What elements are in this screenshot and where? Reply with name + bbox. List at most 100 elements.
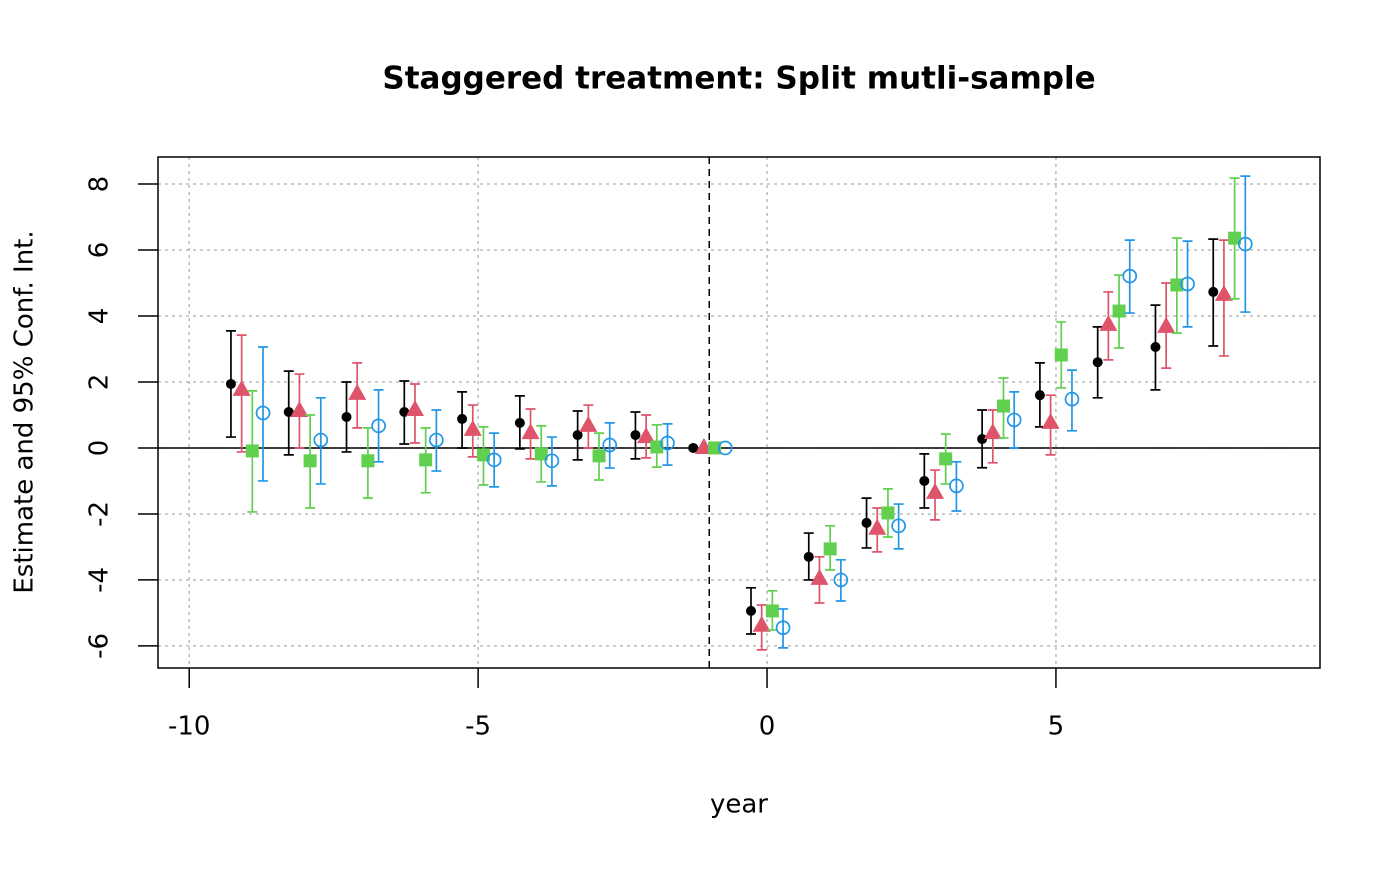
point xyxy=(232,379,251,396)
point xyxy=(765,604,779,618)
plot-frame xyxy=(157,156,1321,669)
point xyxy=(708,441,722,455)
point xyxy=(977,434,988,445)
point xyxy=(775,620,791,636)
point xyxy=(1006,412,1022,428)
point xyxy=(255,405,271,421)
point xyxy=(1034,390,1045,401)
point xyxy=(341,411,352,422)
x-tick-label: 5 xyxy=(1048,712,1065,742)
point xyxy=(1041,412,1060,429)
point xyxy=(521,423,540,440)
point xyxy=(660,435,675,451)
point xyxy=(630,430,641,441)
y-tick-label: -2 xyxy=(85,501,115,527)
point xyxy=(592,449,606,463)
point xyxy=(919,475,930,486)
point xyxy=(419,453,433,467)
error-bar xyxy=(546,436,557,487)
y-tick-label: 4 xyxy=(85,308,115,325)
point xyxy=(1122,268,1138,284)
error-bar xyxy=(604,422,615,469)
point xyxy=(1064,391,1080,407)
point xyxy=(486,452,502,468)
error-bar xyxy=(662,423,673,466)
point xyxy=(717,440,733,456)
point xyxy=(810,568,829,585)
y-tick-label: 8 xyxy=(85,176,115,193)
chart-title: Staggered treatment: Split mutli-sample xyxy=(382,61,1095,97)
point xyxy=(1170,278,1184,292)
point xyxy=(983,423,1002,440)
y-tick-label: -4 xyxy=(85,567,115,593)
point xyxy=(405,400,424,417)
point xyxy=(861,517,872,528)
point xyxy=(752,615,771,632)
y-axis-label: Estimate and 95% Conf. Int. xyxy=(10,230,40,593)
point xyxy=(650,440,664,454)
point xyxy=(1054,348,1068,362)
point xyxy=(579,415,598,432)
point xyxy=(833,572,849,588)
error-bar xyxy=(258,346,269,482)
error-bar xyxy=(835,558,846,602)
point xyxy=(1092,357,1103,368)
x-tick-label: -10 xyxy=(168,712,210,742)
point xyxy=(688,442,699,453)
point xyxy=(313,432,329,448)
point xyxy=(1099,314,1118,331)
point xyxy=(534,447,548,461)
point xyxy=(1237,236,1253,252)
error-bar xyxy=(1182,240,1193,328)
point xyxy=(399,407,410,418)
y-tick-label: 0 xyxy=(85,440,115,457)
point xyxy=(1208,286,1219,297)
error-bar xyxy=(1124,239,1135,314)
point xyxy=(290,401,309,418)
point xyxy=(429,432,444,448)
x-tick-label: 0 xyxy=(759,712,776,742)
point xyxy=(572,430,583,441)
point xyxy=(371,418,386,434)
error-bar xyxy=(373,389,384,463)
error-bar xyxy=(778,608,789,649)
point xyxy=(926,482,945,499)
point xyxy=(1112,304,1126,318)
x-tick-label: -5 xyxy=(465,712,491,742)
point xyxy=(225,378,236,389)
error-bar xyxy=(489,432,500,488)
point xyxy=(1180,276,1195,292)
error-bar xyxy=(893,503,904,550)
error-bar xyxy=(315,396,326,485)
point xyxy=(544,453,560,469)
y-tick-label: -6 xyxy=(85,633,115,659)
point xyxy=(1157,316,1176,333)
error-bar xyxy=(1009,391,1020,449)
point xyxy=(803,551,814,562)
error-bar xyxy=(1066,369,1077,432)
error-bar xyxy=(431,409,442,472)
point xyxy=(348,383,367,400)
error-bar xyxy=(1240,175,1251,313)
point xyxy=(881,506,895,520)
point xyxy=(1214,284,1233,301)
x-axis-label: year xyxy=(710,790,768,820)
point xyxy=(476,448,490,462)
point xyxy=(283,407,294,418)
point xyxy=(602,437,618,453)
point xyxy=(891,518,906,534)
error-bar xyxy=(951,460,962,512)
point xyxy=(457,413,468,424)
point xyxy=(514,417,525,428)
point xyxy=(868,518,887,535)
point xyxy=(823,542,837,556)
point xyxy=(1150,342,1161,353)
point xyxy=(637,427,656,444)
point xyxy=(949,478,964,494)
point xyxy=(303,454,317,468)
point xyxy=(245,444,259,458)
point xyxy=(996,399,1010,413)
point xyxy=(939,452,953,466)
y-tick-label: 2 xyxy=(85,374,115,391)
